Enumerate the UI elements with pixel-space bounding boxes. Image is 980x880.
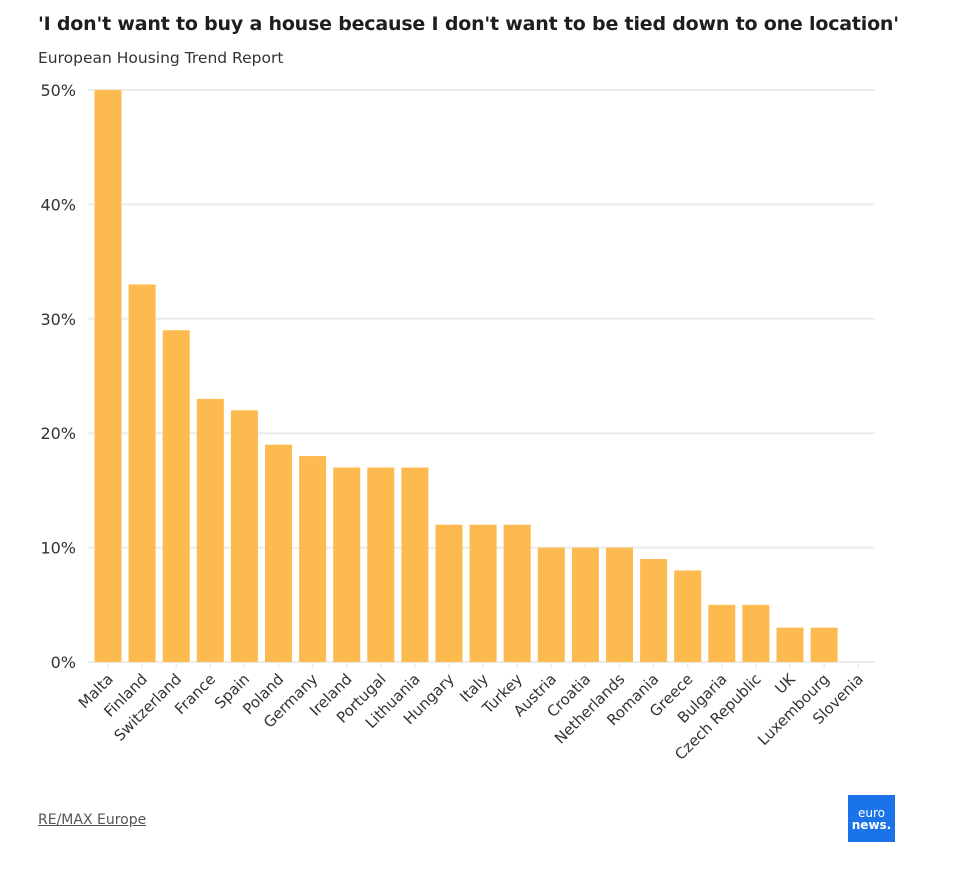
bar-switzerland[interactable] — [162, 330, 190, 662]
euronews-logo[interactable]: euro news. — [848, 795, 895, 842]
bar-austria[interactable] — [537, 547, 565, 662]
bar-poland[interactable] — [265, 444, 292, 662]
y-tick-label: 50% — [40, 81, 76, 100]
bar-hungary[interactable] — [435, 524, 463, 662]
bar-spain[interactable] — [230, 410, 258, 662]
bar-lithuania[interactable] — [401, 467, 429, 662]
bar-france[interactable] — [196, 398, 224, 662]
chart-subtitle: European Housing Trend Report — [38, 49, 284, 67]
bar-malta[interactable] — [94, 90, 122, 662]
chart-title: 'I don't want to buy a house because I d… — [38, 13, 899, 35]
bar-czech-republic[interactable] — [742, 604, 770, 662]
y-tick-label: 30% — [40, 310, 76, 329]
logo-text-euro: euro — [858, 805, 885, 820]
x-tick-label: UK — [771, 669, 799, 697]
bar-portugal[interactable] — [367, 467, 395, 662]
y-tick-label: 20% — [40, 424, 76, 443]
bar-ireland[interactable] — [333, 467, 361, 662]
bar-netherlands[interactable] — [606, 547, 633, 662]
bar-greece[interactable] — [674, 570, 702, 662]
source-link[interactable]: RE/MAX Europe — [38, 812, 147, 828]
bar-croatia[interactable] — [571, 547, 599, 662]
bars — [94, 90, 838, 662]
bar-bulgaria[interactable] — [708, 604, 736, 662]
bar-luxembourg[interactable] — [810, 627, 838, 662]
bar-romania[interactable] — [640, 559, 668, 662]
y-axis-ticks: 0% 10% 20% 30% 40% 50% — [40, 81, 76, 672]
bar-finland[interactable] — [128, 284, 156, 662]
bar-uk[interactable] — [776, 627, 804, 662]
bar-chart: 0% 10% 20% 30% 40% 50% MaltaFinlandSwitzerlan… — [40, 81, 875, 764]
y-tick-label: 40% — [40, 195, 76, 214]
logo-text-news: news. — [851, 817, 892, 832]
y-tick-label: 0% — [51, 653, 76, 672]
x-axis-ticks: MaltaFinlandSwitzerlandFranceSpainPoland… — [75, 662, 867, 764]
y-tick-label: 10% — [40, 539, 76, 558]
bar-turkey[interactable] — [503, 524, 531, 662]
bar-germany[interactable] — [299, 456, 327, 662]
bar-italy[interactable] — [469, 524, 497, 662]
